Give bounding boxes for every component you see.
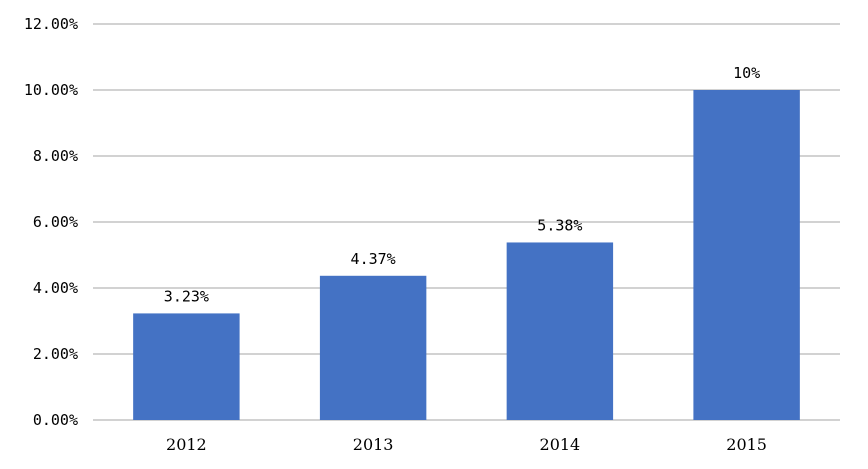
bar-2012 [133, 313, 240, 420]
y-tick-label: 2.00% [33, 345, 78, 363]
y-tick-label: 8.00% [33, 147, 78, 165]
data-labels: 3.23% 4.37% 5.38% 10% [164, 64, 760, 305]
data-label-2014: 5.38% [537, 216, 582, 234]
y-tick-label: 10.00% [24, 81, 78, 99]
bar-2015 [693, 90, 800, 420]
bar-2013 [319, 275, 427, 420]
y-tick-label: 4.00% [33, 279, 78, 297]
y-tick-label: 0.00% [33, 411, 78, 429]
x-category-label: 2013 [353, 435, 394, 454]
bars [133, 90, 800, 420]
x-category-label: 2012 [166, 435, 207, 454]
bar-2014 [506, 242, 614, 420]
x-axis-category-labels: 2012 2013 2014 2015 [166, 435, 767, 454]
x-category-label: 2015 [726, 435, 767, 454]
data-label-2012: 3.23% [164, 287, 209, 305]
data-label-2013: 4.37% [351, 250, 396, 268]
y-tick-label: 12.00% [24, 15, 78, 33]
y-tick-label: 6.00% [33, 213, 78, 231]
y-axis-tick-labels: 0.00% 2.00% 4.00% 6.00% 8.00% 10.00% 12.00% [24, 15, 78, 429]
x-category-label: 2014 [540, 435, 581, 454]
data-label-2015: 10% [733, 64, 760, 82]
